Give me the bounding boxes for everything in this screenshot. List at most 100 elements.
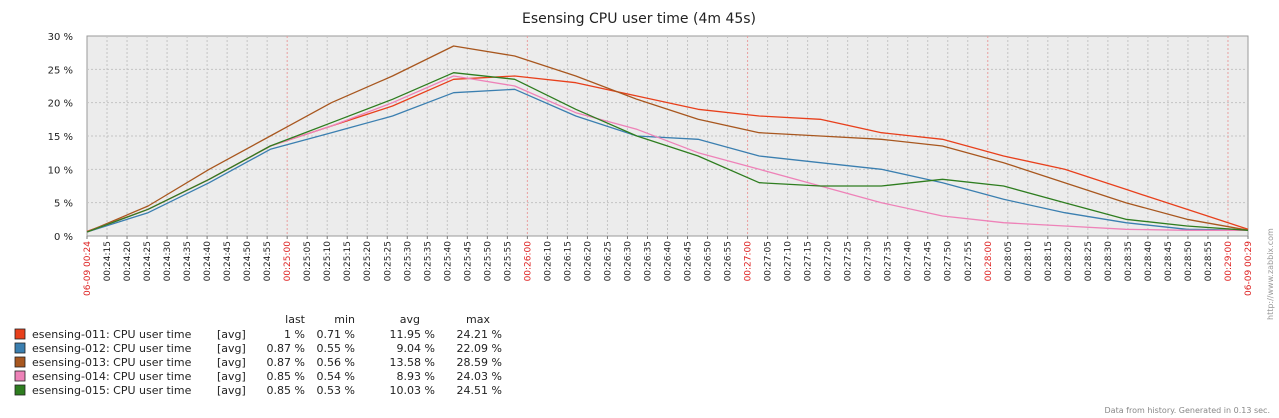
legend-value: 24.51 % [457,384,502,397]
y-tick-label: 30 % [48,32,73,43]
x-tick-label: 00:24:35 [183,241,193,281]
legend-agg: [avg] [217,342,246,355]
series-lines [86,45,1249,233]
y-axis: 0 % 5 % 10 % 15 % 20 % 25 % 30 % [48,32,73,243]
y-tick-label: 20 % [48,99,73,110]
x-axis: 06-09 00:24 00:24:15 00:24:20 00:24:25 00:24… [83,236,1254,296]
y-tick-label: 15 % [48,132,73,143]
x-tick-label: 00:26:10 [543,241,553,282]
x-tick-label: 00:28:25 [1084,241,1094,281]
x-tick-label: 00:24:55 [263,241,273,281]
x-tick-label: 00:25:05 [303,241,313,281]
y-tick-label: 0 % [54,232,73,243]
x-tick-label: 00:24:45 [223,241,233,281]
x-tick-label: 00:27:10 [784,241,794,282]
legend-series-name: esensing-015: CPU user time [32,384,192,397]
x-tick-label: 00:26:45 [684,241,694,281]
legend-swatch [14,328,26,340]
legend-value: 0.55 % [317,342,355,355]
legend-agg: [avg] [217,328,246,341]
legend: esensing-011: CPU user time [avg] 1 % 0.71 … [14,328,502,397]
series-line [86,45,1249,233]
x-tick-label: 00:26:40 [664,241,674,282]
x-tick-label: 00:25:30 [403,241,413,282]
x-tick-label: 00:26:55 [724,241,734,281]
x-tick-label: 00:26:30 [623,241,633,282]
legend-series-name: esensing-013: CPU user time [32,356,192,369]
legend-value: 0.56 % [317,356,355,369]
x-tick-label: 00:25:40 [443,241,453,282]
legend-value: 28.59 % [457,356,502,369]
x-tick-label: 00:28:00 [984,241,994,282]
legend-header: max [466,313,490,326]
legend-value: 0.71 % [317,328,355,341]
x-tick-label: 06-09 00:29 [1244,241,1254,296]
x-tick-label: 00:24:15 [103,241,113,281]
legend-agg: [avg] [217,384,246,397]
legend-agg: [avg] [217,370,246,383]
legend-value: 0.85 % [267,370,305,383]
legend-value: 22.09 % [457,342,502,355]
x-tick-label: 00:27:30 [864,241,874,282]
x-tick-label: 00:24:20 [123,241,133,282]
legend-value: 0.85 % [267,384,305,397]
legend-series-name: esensing-014: CPU user time [32,370,192,383]
side-text: http://www.zabbix.com [1266,228,1275,320]
legend-value: 1 % [284,328,305,341]
x-tick-label: 00:25:10 [323,241,333,282]
legend-value: 24.03 % [457,370,502,383]
x-tick-label: 00:24:30 [163,241,173,282]
legend-series-name: esensing-011: CPU user time [32,328,192,341]
legend-value: 0.87 % [267,356,305,369]
y-tick-label: 10 % [48,165,73,176]
series-line [86,72,1249,233]
x-tick-label: 00:25:45 [463,241,473,281]
x-tick-label: 06-09 00:24 [83,241,93,296]
x-tick-label: 00:24:25 [143,241,153,281]
legend-value: 10.03 % [390,384,435,397]
x-tick-label: 00:25:25 [383,241,393,281]
x-tick-label: 00:24:40 [203,241,213,282]
x-tick-label: 00:27:15 [804,241,814,281]
x-tick-label: 00:29:00 [1224,241,1234,282]
x-tick-label: 00:27:45 [924,241,934,281]
legend-series-name: esensing-012: CPU user time [32,342,192,355]
legend-value: 11.95 % [390,328,435,341]
x-tick-label: 00:28:05 [1004,241,1014,281]
x-tick-label: 00:28:15 [1044,241,1054,281]
legend-swatch [14,342,26,354]
x-tick-label: 00:28:10 [1024,241,1034,282]
legend-value: 9.04 % [397,342,435,355]
x-tick-label: 00:25:15 [343,241,353,281]
x-tick-label: 00:24:50 [243,241,253,282]
x-tick-label: 00:27:50 [944,241,954,282]
legend-value: 24.21 % [457,328,502,341]
grid-vertical [106,36,1229,236]
y-tick-label: 25 % [48,65,73,76]
series-line [86,88,1249,233]
legend-value: 0.87 % [267,342,305,355]
y-tick-label: 5 % [54,199,73,210]
x-tick-label: 00:25:55 [503,241,513,281]
x-tick-label: 00:27:20 [824,241,834,282]
legend-headers: last min avg max [285,313,490,326]
x-tick-label: 00:26:20 [583,241,593,282]
legend-header: last [285,313,306,326]
x-tick-label: 00:25:50 [483,241,493,282]
x-tick-label: 00:27:40 [904,241,914,282]
x-tick-label: 00:28:55 [1204,241,1214,281]
x-tick-label: 00:27:00 [744,241,754,282]
legend-value: 13.58 % [390,356,435,369]
x-tick-label: 00:26:35 [643,241,653,281]
legend-value: 0.54 % [317,370,355,383]
x-tick-label: 00:27:25 [844,241,854,281]
legend-header: avg [400,313,420,326]
x-tick-label: 00:28:40 [1144,241,1154,282]
x-tick-label: 00:26:00 [523,241,533,282]
legend-agg: [avg] [217,356,246,369]
legend-value: 8.93 % [397,370,435,383]
x-tick-label: 00:28:50 [1184,241,1194,282]
x-tick-label: 00:25:00 [283,241,293,282]
x-tick-label: 00:26:25 [603,241,613,281]
